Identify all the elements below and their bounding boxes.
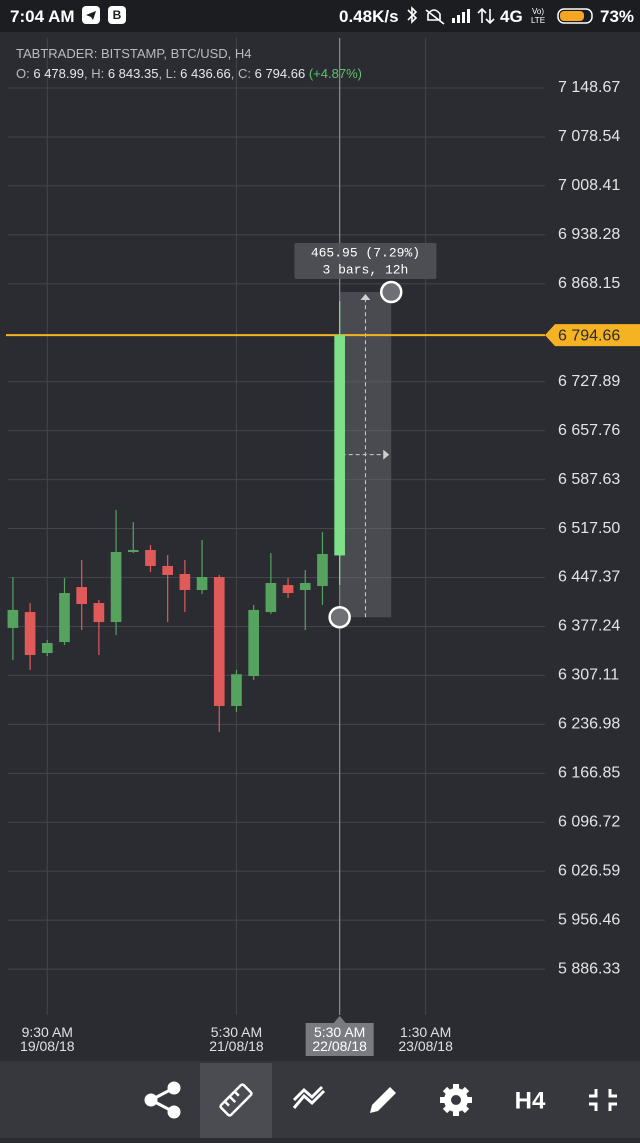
candle-body bbox=[282, 585, 294, 593]
chart-title: TABTRADER: BITSTAMP, BTC/USD, H4 bbox=[16, 46, 252, 61]
measure-label: 465.95 (7.29%) bbox=[311, 245, 420, 260]
indicators-button[interactable] bbox=[292, 1085, 326, 1109]
y-tick-label: 6 166.85 bbox=[558, 765, 620, 782]
measure-handle bbox=[328, 605, 351, 629]
timeframe-button[interactable]: H4 bbox=[515, 1087, 546, 1114]
y-tick-label: 6 517.50 bbox=[558, 520, 620, 537]
measure-label-bg bbox=[294, 243, 437, 280]
candle-body bbox=[127, 549, 139, 553]
fullscreen-button[interactable] bbox=[589, 1089, 617, 1111]
y-tick-label: 6 307.11 bbox=[558, 667, 619, 684]
share-button[interactable] bbox=[144, 1081, 181, 1119]
candle-body bbox=[196, 577, 208, 590]
ruler-button[interactable] bbox=[200, 1063, 272, 1138]
toolbar-icons: H4 bbox=[144, 1063, 617, 1138]
ruler-icon bbox=[219, 1083, 253, 1117]
current-price-label: 6 794.66 bbox=[558, 327, 620, 344]
settings-button[interactable] bbox=[440, 1084, 472, 1116]
y-tick-label: 6 096.72 bbox=[558, 813, 620, 830]
chart: 7 148.67 7 078.54 7 008.41 6 938.28 6 868.15… bbox=[0, 32, 640, 1063]
open-label: O: bbox=[16, 66, 30, 81]
ohlc-line: O: 6 478.99, H: 6 843.35, L: 6 436.66, C… bbox=[16, 66, 362, 81]
candle-body bbox=[179, 573, 191, 590]
open-value: 6 478.99 bbox=[33, 66, 84, 81]
y-tick-label: 6 657.76 bbox=[558, 422, 620, 439]
y-tick-label: 7 008.41 bbox=[558, 177, 620, 194]
y-tick-label: 5 956.46 bbox=[558, 911, 620, 928]
current-price-tag bbox=[545, 324, 640, 347]
candle-body bbox=[76, 587, 88, 605]
close-label: C: bbox=[237, 66, 251, 81]
y-tick-label: 6 026.59 bbox=[558, 862, 620, 879]
x-tick-label: 5:30 AM 21/08/18 bbox=[209, 1024, 264, 1054]
candle-body bbox=[265, 583, 277, 613]
candle-body bbox=[213, 577, 225, 706]
close-value: 6 794.66 bbox=[254, 66, 306, 81]
y-tick-label: 6 727.89 bbox=[558, 373, 620, 390]
candle-body bbox=[93, 603, 105, 623]
crosshair-label-bg bbox=[305, 1016, 374, 1056]
y-tick-label: 6 377.24 bbox=[558, 618, 620, 635]
low-value: 6 436.66 bbox=[180, 66, 231, 81]
chart-header: TABTRADER: BITSTAMP, BTC/USD, H4 O: 6 47… bbox=[16, 44, 362, 84]
draw-button[interactable] bbox=[370, 1087, 396, 1113]
candle-body bbox=[248, 609, 259, 677]
high-value: 6 843.35 bbox=[107, 66, 159, 81]
svg-text:Vo): Vo) bbox=[532, 7, 544, 16]
candle-body bbox=[59, 592, 70, 643]
measure-handle bbox=[379, 280, 403, 304]
clock: 7:04 AM bbox=[10, 7, 75, 26]
notification-icons: B bbox=[82, 6, 126, 24]
status-bar: 7:04 AM B 0.48K/s 4G Vo) LTE 73% bbox=[0, 0, 640, 32]
y-tick-label: 6 938.28 bbox=[558, 226, 620, 243]
candle-body bbox=[145, 549, 156, 566]
x-tick-label: 9:30 AM 19/08/18 bbox=[20, 1024, 75, 1054]
candle-body bbox=[231, 674, 242, 706]
candle-body bbox=[299, 583, 311, 590]
candle-body bbox=[162, 565, 174, 575]
crosshair-label: 5:30 AM 22/08/18 bbox=[312, 1024, 367, 1054]
y-tick-label: 5 886.33 bbox=[558, 960, 620, 977]
battery-icons: Vo)LTE bbox=[531, 7, 593, 25]
candle-body bbox=[334, 335, 345, 556]
plot-background bbox=[0, 32, 640, 1063]
y-tick-label: 7 078.54 bbox=[558, 128, 620, 145]
network-type: 4G bbox=[500, 7, 523, 26]
y-tick-label: 7 148.67 bbox=[558, 79, 620, 96]
measure-sublabel: 3 bars, 12h bbox=[323, 262, 409, 277]
measure-arrow-head bbox=[360, 294, 371, 301]
battery-level: 73% bbox=[600, 7, 635, 26]
measure-arrow-head bbox=[383, 449, 390, 460]
low-label: L: bbox=[165, 66, 177, 81]
y-tick-label: 6 236.98 bbox=[558, 716, 620, 733]
toolbar: H4 bbox=[0, 1063, 640, 1138]
change: (+4.87%) bbox=[308, 66, 362, 81]
candle-body bbox=[110, 552, 122, 623]
net-speed: 0.48K/s bbox=[339, 7, 399, 26]
candle-body bbox=[41, 643, 53, 654]
y-tick-label: 6 447.37 bbox=[558, 569, 620, 586]
svg-text:B: B bbox=[113, 8, 122, 22]
candle-body bbox=[7, 609, 19, 628]
status-icons bbox=[407, 6, 495, 25]
high-label: H: bbox=[91, 66, 105, 81]
candle-body bbox=[317, 554, 328, 587]
svg-text:LTE: LTE bbox=[531, 16, 545, 25]
y-tick-label: 6 868.15 bbox=[558, 275, 620, 292]
candle-body bbox=[24, 612, 36, 656]
x-tick-label: 1:30 AM 23/08/18 bbox=[398, 1024, 453, 1054]
y-tick-label: 6 587.63 bbox=[558, 471, 620, 488]
